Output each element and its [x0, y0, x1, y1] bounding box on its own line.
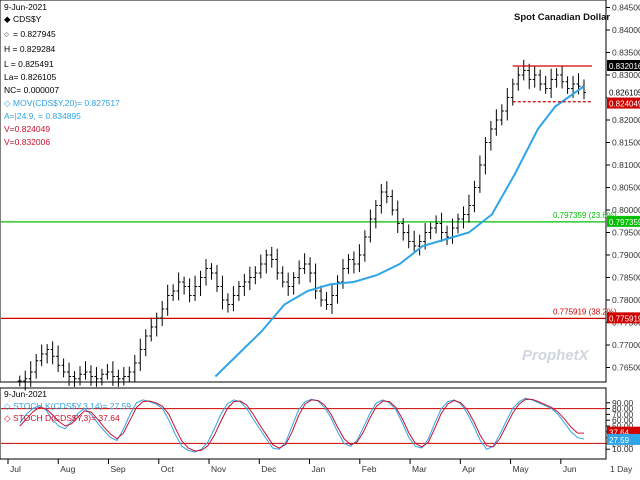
stoch-k-line: [19, 397, 585, 453]
legend-last: La= 0.826105: [4, 72, 57, 82]
stoch-tick-label: 70.00: [612, 409, 634, 419]
stoch-tick-label: 50.00: [612, 421, 634, 431]
price-tick-label: 0.805000: [612, 183, 640, 193]
legend-stoch-k: STOCH K(CDS$Y,3,14)= 27.59: [13, 401, 131, 411]
price-tick-label: 0.845000: [612, 3, 640, 13]
price-tick-label: 0.795000: [612, 228, 640, 238]
fib-level-tag: [607, 312, 640, 324]
stoch-d-tag: [607, 426, 640, 438]
month-label: Sep: [111, 464, 126, 474]
price-tick-label: 0.770000: [612, 340, 640, 350]
price-legend: 9-Jun-2021 CDS$Y ◆ ○ = 0.827945 H = 0.82…: [4, 2, 120, 147]
fib-level-label: 0.797359 (23.6%): [553, 211, 617, 220]
price-tick-label: 0.835000: [612, 48, 640, 58]
stoch-tick-label: 90.00: [612, 398, 634, 408]
x-extra-label: 1 Day: [610, 464, 633, 474]
legend-v2: V=0.832006: [4, 137, 50, 147]
fib-level-tag-text: 0.797359: [609, 218, 640, 227]
price-tick-label: 0.785000: [612, 273, 640, 283]
month-label: Aug: [60, 464, 75, 474]
stoch-k-tag: [607, 433, 640, 445]
month-label: Jun: [563, 464, 577, 474]
high-tag-text: 0.832016: [609, 62, 640, 71]
stoch-tick-label: 80.00: [612, 404, 634, 414]
legend-date: 9-Jun-2021: [4, 2, 47, 12]
last-tag: [607, 86, 640, 98]
month-label: Nov: [211, 464, 227, 474]
legend-symbol: CDS$Y: [13, 14, 42, 24]
support-tag: [607, 97, 640, 109]
price-tick-label: 0.830000: [612, 70, 640, 80]
price-tick-label: 0.790000: [612, 250, 640, 260]
legend-a: A=|24.9, = 0.834895: [4, 111, 81, 121]
month-label: Oct: [161, 464, 175, 474]
last-tag-text: 0.826105: [609, 89, 640, 98]
stoch-k-icon: ◇: [4, 401, 11, 411]
stoch-panel-frame: [0, 387, 607, 460]
month-label: Feb: [362, 464, 377, 474]
prophetx-watermark: ProphetX: [522, 347, 590, 364]
price-tick-label: 0.765000: [612, 363, 640, 373]
price-tick-label: 0.820000: [612, 115, 640, 125]
moving-average-line: [214, 85, 585, 378]
legend-stoch-d: STOCH D(CDS$Y,3)= 37.64: [13, 413, 120, 423]
stoch-d-tag-text: 37.64: [609, 429, 630, 438]
legend-net-change: NC= 0.000007: [4, 85, 59, 95]
price-tick-label: 0.815000: [612, 138, 640, 148]
month-label: May: [513, 464, 530, 474]
month-label: Jul: [10, 464, 21, 474]
legend-high: H = 0.829284: [4, 44, 56, 54]
support-tag-text: 0.824049: [609, 100, 640, 109]
stoch-legend: 9-Jun-2021 ◇ STOCH K(CDS$Y,3,14)= 27.59 …: [4, 389, 131, 423]
legend-mov: MOV(CDS$Y,20)= 0.827517: [13, 98, 120, 108]
high-tag: [607, 59, 640, 71]
month-label: Jan: [312, 464, 326, 474]
stoch-legend-date: 9-Jun-2021: [4, 389, 47, 399]
price-tick-label: 0.780000: [612, 295, 640, 305]
stoch-layer: [1, 397, 606, 453]
legend-low: L = 0.825491: [4, 59, 54, 69]
month-label: Mar: [412, 464, 427, 474]
month-label: Dec: [261, 464, 277, 474]
month-label: Apr: [462, 464, 475, 474]
stoch-d-line: [19, 398, 585, 452]
price-layer: 0.797359 (23.6%) 0.775919 (38.2%): [1, 59, 617, 391]
fib-level-tag: [607, 215, 640, 227]
stoch-tick-label: 60.00: [612, 415, 634, 425]
legend-open: = 0.827945: [13, 29, 56, 39]
chart-title: Spot Canadian Dollar: [514, 12, 610, 23]
diamond-icon: ◆: [4, 14, 11, 24]
stoch-d-icon: ◇: [4, 413, 11, 423]
price-tick-label: 0.800000: [612, 205, 640, 215]
price-tick-label: 0.840000: [612, 25, 640, 35]
axis-layer: 0.8450000.8400000.8350000.8300000.825000…: [7, 3, 640, 474]
stoch-tick-label: 10.00: [612, 444, 634, 454]
fib-level-tag-text: 0.775919: [609, 314, 640, 323]
stoch-k-tag-text: 27.59: [609, 436, 630, 445]
legend-v1: V=0.824049: [4, 124, 50, 134]
price-panel-frame: [0, 0, 607, 383]
mov-icon: ◇: [4, 98, 11, 108]
circle-icon: ○: [4, 29, 9, 39]
price-tick-label: 0.810000: [612, 160, 640, 170]
fib-level-label: 0.775919 (38.2%): [553, 307, 617, 316]
